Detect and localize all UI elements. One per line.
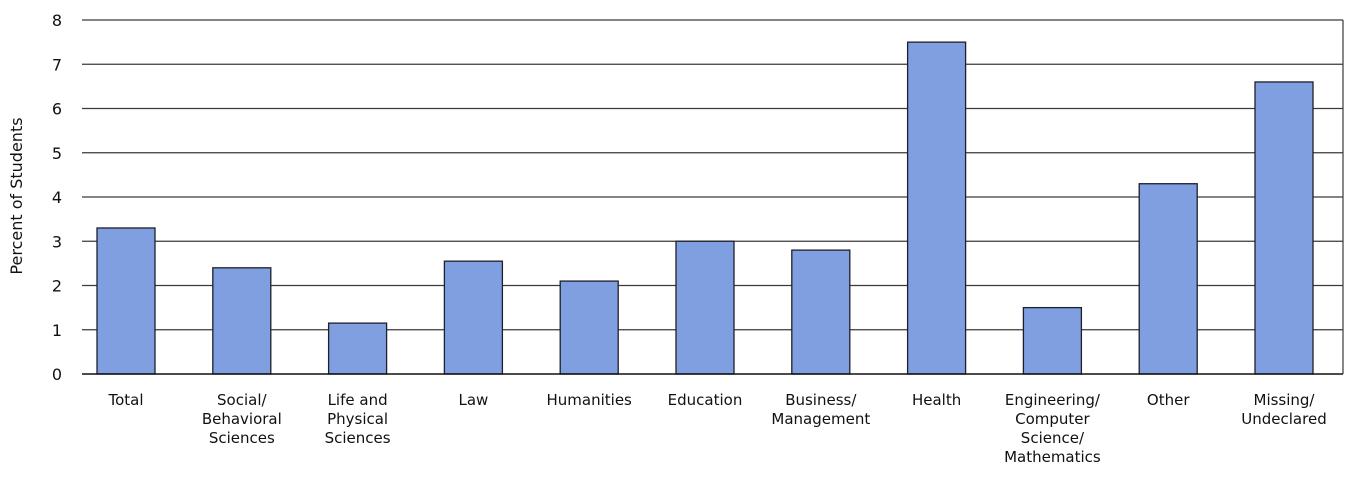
x-category-label: Total	[107, 391, 143, 409]
y-tick-label: 3	[52, 232, 62, 251]
x-category-labels: Total Social/Behavioral Sciences Life and Ph…	[107, 391, 1326, 466]
bar	[1138, 183, 1198, 375]
y-axis-title: Percent of Students	[7, 117, 26, 274]
y-tick-label: 6	[52, 100, 62, 119]
x-category-label: Business/Management	[771, 391, 870, 428]
bar	[1254, 81, 1314, 375]
x-category-label: Social/Behavioral Sciences	[202, 391, 282, 447]
x-category-label: Education	[668, 391, 743, 409]
bar	[559, 280, 619, 375]
x-category-label: Missing/Undeclared	[1241, 391, 1326, 428]
y-tick-label: 2	[52, 277, 62, 296]
y-tick-label: 8	[52, 11, 62, 30]
x-category-label: Health	[912, 391, 961, 409]
x-category-label: Life and Physical Sciences	[325, 391, 391, 447]
bar	[96, 227, 156, 375]
y-tick-label: 7	[52, 55, 62, 74]
x-category-label: Humanities	[547, 391, 633, 409]
bar	[675, 240, 735, 375]
bar	[791, 249, 851, 375]
y-tick-label: 5	[52, 144, 62, 163]
bar	[443, 260, 504, 375]
y-tick-label: 0	[52, 365, 62, 384]
x-category-label: Other	[1147, 391, 1190, 409]
axes	[82, 20, 1344, 375]
x-category-label: Law	[458, 391, 488, 409]
x-category-label: Engineering/Computer Science/Mathematics	[1004, 391, 1101, 466]
bar	[906, 41, 967, 375]
bar	[327, 322, 388, 375]
bar	[212, 267, 272, 375]
y-tick-labels: 0 1 2 3 4 5 6 7 8	[52, 11, 62, 384]
y-tick-label: 1	[52, 321, 62, 340]
y-tick-label: 4	[52, 188, 62, 207]
bars	[96, 41, 1314, 375]
bar	[1022, 306, 1083, 375]
